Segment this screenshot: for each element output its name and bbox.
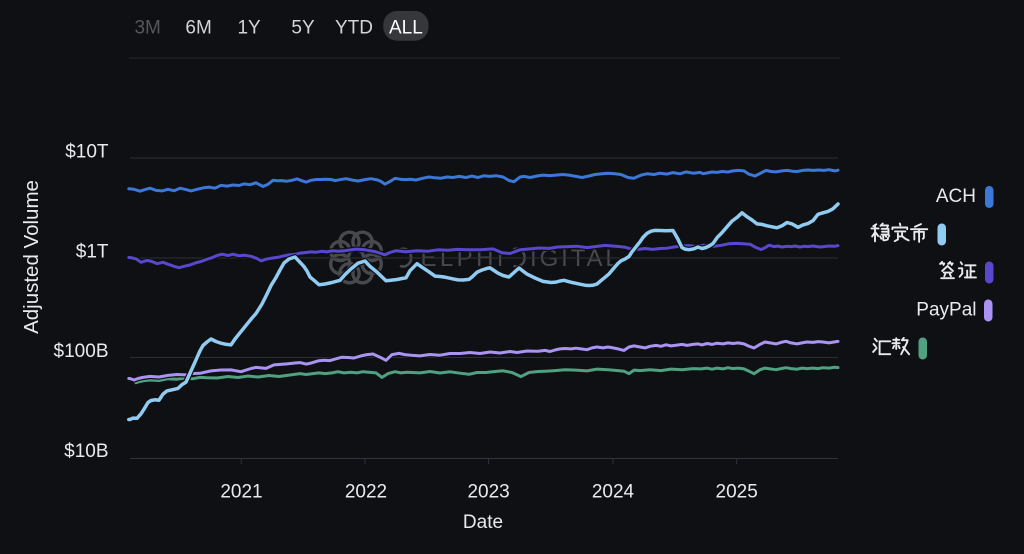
svg-text:Date: Date <box>463 512 503 533</box>
svg-text:$10B: $10B <box>64 441 108 462</box>
svg-text:Adjusted Volume: Adjusted Volume <box>20 180 43 334</box>
svg-text:1Y: 1Y <box>237 17 261 38</box>
svg-text:2022: 2022 <box>345 482 387 503</box>
svg-text:$10T: $10T <box>65 142 109 163</box>
svg-text:3M: 3M <box>134 17 160 38</box>
svg-text:2025: 2025 <box>716 482 758 503</box>
svg-text:2023: 2023 <box>467 482 509 503</box>
svg-text:YTD: YTD <box>335 17 373 38</box>
svg-text:$1T: $1T <box>76 242 109 263</box>
svg-text:PayPal: PayPal <box>916 300 976 321</box>
svg-text:ACH: ACH <box>936 186 976 207</box>
svg-text:5Y: 5Y <box>291 17 315 38</box>
svg-text:2024: 2024 <box>592 482 635 503</box>
svg-text:2021: 2021 <box>220 482 262 503</box>
svg-text:ALL: ALL <box>389 17 423 38</box>
svg-text:$100B: $100B <box>54 341 109 362</box>
svg-text:6M: 6M <box>185 17 211 38</box>
